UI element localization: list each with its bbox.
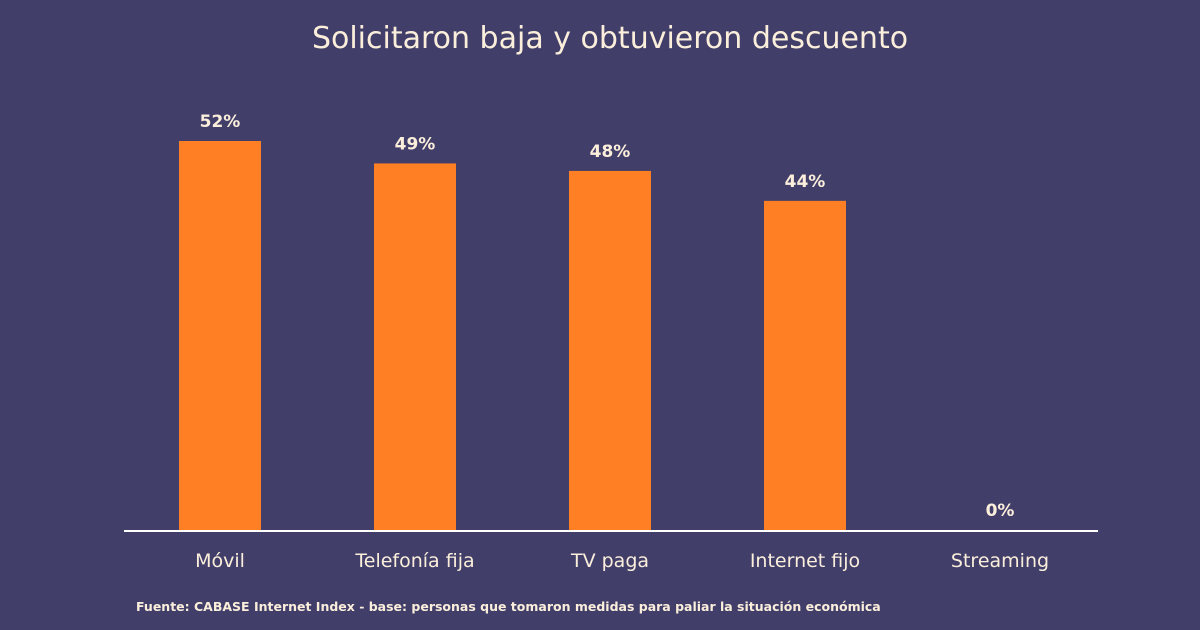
category-labels-group: Móvil Telefonía fija TV paga Internet fijo S… [195, 550, 1049, 572]
value-label-1: 49% [395, 134, 436, 154]
category-label-3: Internet fijo [750, 550, 860, 572]
category-label-1: Telefonía fija [354, 550, 474, 572]
bar-2 [569, 170, 651, 530]
category-label-0: Móvil [195, 550, 245, 572]
value-label-2: 48% [590, 142, 631, 162]
bars-group [179, 141, 846, 530]
bar-1 [374, 163, 456, 530]
value-label-3: 44% [785, 172, 826, 192]
bar-3 [764, 200, 846, 530]
bar-0 [179, 141, 261, 530]
category-label-2: TV paga [570, 550, 649, 572]
value-label-0: 52% [200, 112, 241, 132]
value-label-4: 0% [986, 501, 1015, 521]
source-note: Fuente: CABASE Internet Index - base: pe… [136, 599, 881, 614]
chart-title: Solicitaron baja y obtuvieron descuento [312, 21, 908, 56]
category-label-4: Streaming [951, 550, 1049, 572]
value-labels-group: 52% 49% 48% 44% 0% [200, 112, 1015, 521]
